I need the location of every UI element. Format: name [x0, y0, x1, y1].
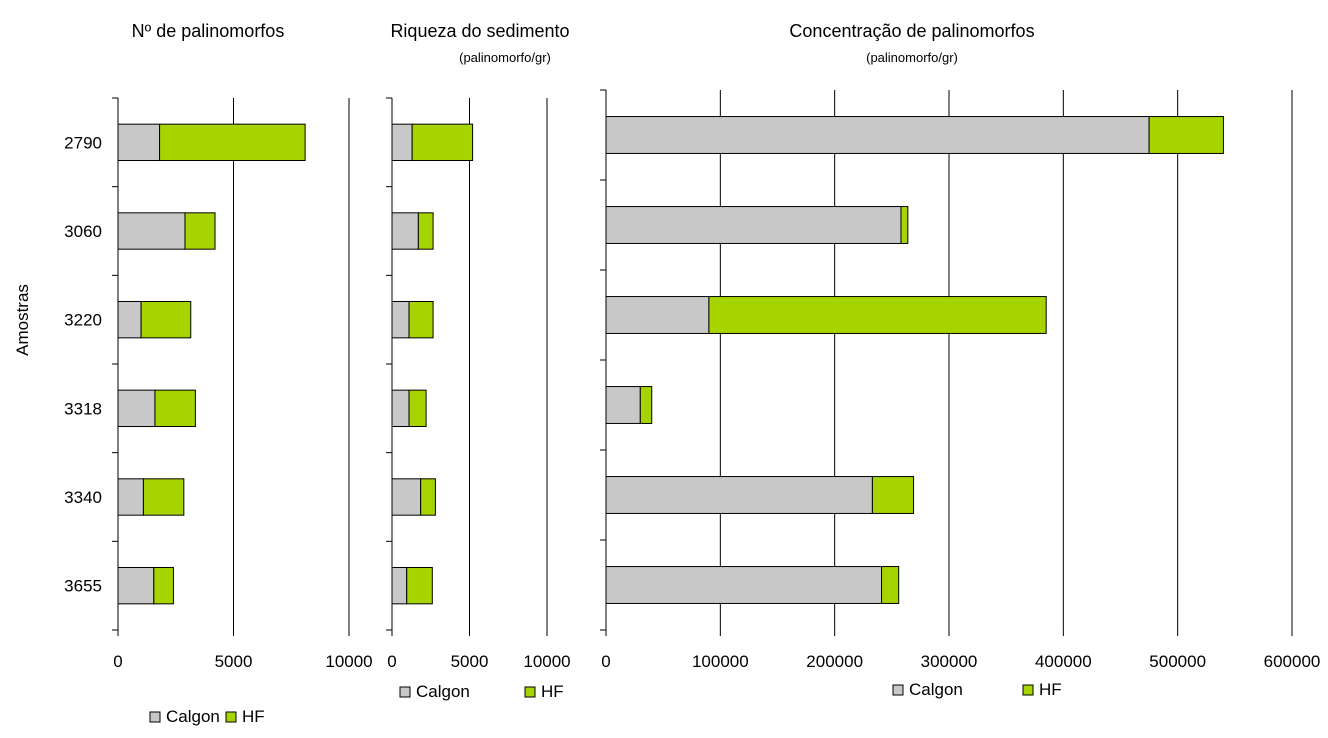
legend-label: HF [1039, 680, 1062, 699]
bar-calgon-3318 [605, 386, 641, 424]
legend-label: Calgon [909, 680, 963, 699]
category-label: 3060 [64, 222, 102, 241]
bar-calgon-3060 [117, 212, 186, 250]
legend-label: Calgon [166, 707, 220, 726]
bar-hf-3655 [406, 566, 433, 605]
x-tick-label: 600000 [1264, 652, 1321, 671]
category-label: 3318 [64, 399, 102, 418]
legend-label: HF [541, 682, 564, 701]
x-tick-label: 0 [113, 652, 122, 671]
bar-calgon-3655 [605, 566, 883, 604]
chart-subtitle: (palinomorfo/gr) [459, 50, 551, 65]
bar-calgon-3318 [117, 389, 156, 428]
category-label: 3340 [64, 488, 102, 507]
bar-calgon-3340 [605, 476, 873, 514]
legend-swatch [524, 686, 536, 698]
bar-hf-2790 [411, 123, 474, 162]
x-tick-label: 100000 [692, 652, 749, 671]
legend-swatch [225, 711, 237, 723]
bar-hf-3318 [154, 389, 196, 428]
bar-hf-3060 [184, 212, 216, 250]
chart-panel-3: Concentração de palinomorfos (palinomorfo… [600, 21, 1320, 699]
category-label: 3220 [64, 311, 102, 330]
bar-calgon-3340 [391, 478, 422, 516]
chart-title: Riqueza do sedimento [390, 21, 569, 41]
bar-calgon-3220 [117, 300, 142, 339]
chart-panels: Nº de palinomorfos 0 5000 10000 2790 3060 3220… [64, 21, 1320, 726]
x-tick-label: 200000 [806, 652, 863, 671]
legend-swatch [1022, 684, 1034, 696]
chart-panel-1: Nº de palinomorfos 0 5000 10000 2790 3060 3220… [64, 21, 372, 726]
bar-calgon-3060 [391, 212, 419, 250]
bar-calgon-2790 [605, 116, 1150, 154]
x-tick-label: 500000 [1149, 652, 1206, 671]
bar-calgon-3318 [391, 389, 410, 428]
x-tick-label: 300000 [921, 652, 978, 671]
bar-hf-3318 [639, 386, 653, 424]
x-tick-label: 5000 [215, 652, 253, 671]
bar-hf-3655 [153, 566, 174, 605]
bar-hf-3220 [140, 300, 192, 339]
bar-calgon-3340 [117, 478, 144, 516]
legend-swatch [892, 684, 904, 696]
chart-subtitle: (palinomorfo/gr) [866, 50, 958, 65]
bar-calgon-3655 [117, 566, 155, 605]
chart-title: Concentração de palinomorfos [789, 21, 1034, 41]
bar-calgon-2790 [117, 123, 161, 162]
bar-calgon-3220 [391, 300, 410, 339]
category-label: 2790 [64, 133, 102, 152]
bar-hf-3340 [420, 478, 436, 516]
x-tick-label: 5000 [451, 652, 489, 671]
x-tick-label: 0 [387, 652, 396, 671]
legend-swatch [149, 711, 161, 723]
bar-hf-2790 [159, 123, 306, 162]
bar-hf-3060 [417, 212, 434, 250]
bar-hf-3220 [408, 300, 434, 339]
chart-panel-2: Riqueza do sedimento (palinomorfo/gr) 0 500… [386, 21, 571, 701]
bar-hf-2790 [1148, 116, 1224, 154]
y-axis-label: Amostras [13, 284, 32, 356]
x-tick-label: 10000 [325, 652, 372, 671]
bar-hf-3340 [142, 478, 185, 516]
bar-hf-3655 [881, 566, 900, 604]
legend-label: Calgon [416, 682, 470, 701]
x-tick-label: 0 [601, 652, 610, 671]
bar-hf-3340 [871, 476, 915, 514]
bar-hf-3220 [708, 296, 1047, 334]
bar-calgon-2790 [391, 123, 413, 162]
x-tick-label: 400000 [1035, 652, 1092, 671]
chart-title: Nº de palinomorfos [132, 21, 285, 41]
bar-calgon-3655 [391, 566, 408, 605]
legend-swatch [399, 686, 411, 698]
x-tick-label: 10000 [523, 652, 570, 671]
bar-hf-3060 [900, 206, 909, 244]
bar-hf-3318 [408, 389, 427, 428]
category-label: 3655 [64, 577, 102, 596]
legend-label: HF [242, 707, 265, 726]
bar-calgon-3060 [605, 206, 902, 244]
bar-calgon-3220 [605, 296, 710, 334]
